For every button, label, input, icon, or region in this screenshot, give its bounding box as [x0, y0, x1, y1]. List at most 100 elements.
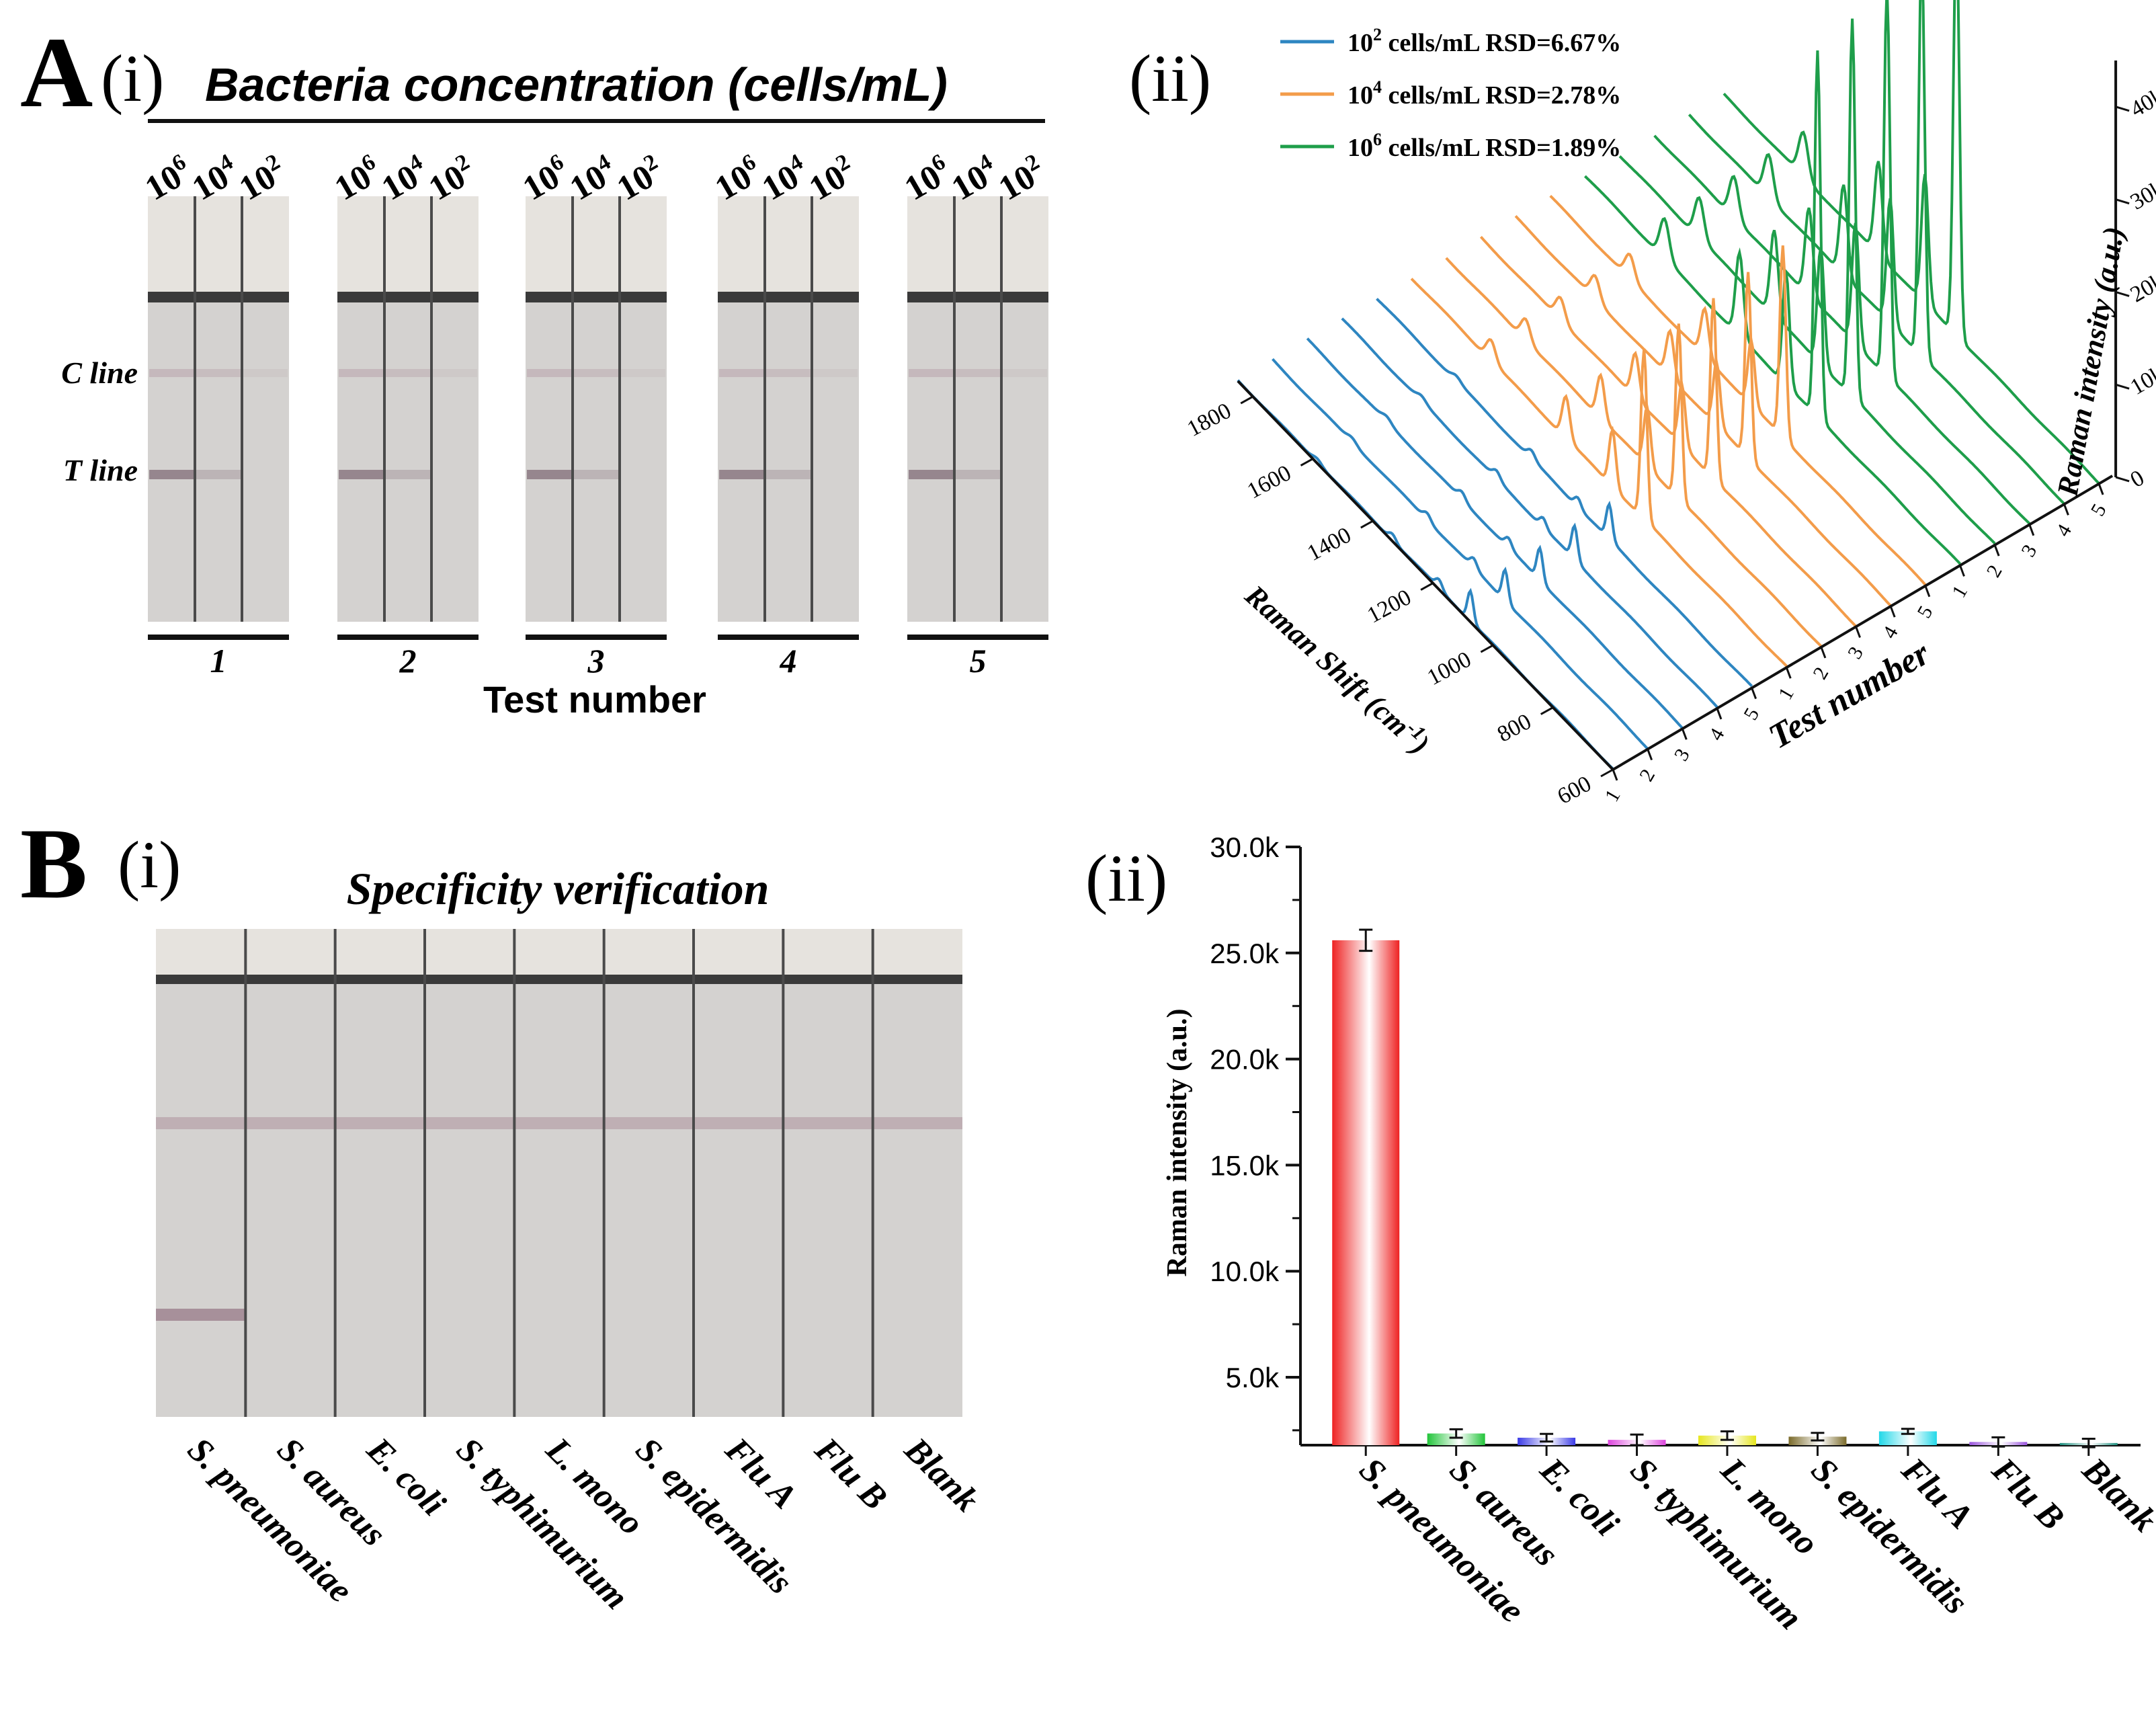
- c-band: [719, 369, 763, 377]
- t-band: [149, 470, 194, 479]
- x-tick-label: Blank: [2075, 1450, 2156, 1539]
- c-line-label: C line: [61, 356, 138, 390]
- shift-tick-label: 1000: [1423, 647, 1475, 690]
- legend-label: 106 cells/mL RSD=1.89%: [1348, 130, 1621, 162]
- panel-a-i-sublabel: (i): [101, 41, 164, 116]
- shift-tick: [1600, 768, 1614, 778]
- pad-edge: [907, 292, 1048, 302]
- pad-edge: [337, 292, 479, 302]
- spectrum-test-8: [1479, 235, 1858, 628]
- spectrum-test-12: [1618, 18, 1996, 544]
- c-band: [527, 369, 571, 377]
- intensity-tick-label: 30k: [2126, 176, 2156, 215]
- test-tick-label: 1: [1948, 581, 1972, 601]
- intensity-tick: [2115, 198, 2130, 205]
- legend: 102 cells/mL RSD=6.67% 104 cells/mL RSD=2…: [1280, 25, 1621, 162]
- panel-b-i: B (i) Specificity verification S. pneumo…: [20, 808, 986, 1617]
- concentration-exponent: 6: [927, 149, 950, 177]
- x-tick-label: Flu A: [1894, 1450, 1981, 1537]
- test-tick-label: 3: [1670, 745, 1694, 764]
- test-strip-1: [148, 196, 289, 640]
- legend-text: cells/mL RSD=6.67%: [1382, 29, 1621, 57]
- shift-tick-label: 1800: [1184, 399, 1235, 442]
- test-axis: [1612, 475, 2114, 771]
- shift-tick-label: 1600: [1243, 460, 1295, 504]
- c-band: [245, 1117, 335, 1129]
- c-band: [433, 369, 477, 377]
- pad-edge: [718, 292, 859, 302]
- c-band: [149, 369, 194, 377]
- test-strip-5: [907, 196, 1048, 640]
- legend-exponent: 4: [1373, 77, 1382, 97]
- panel-b-letter: B: [20, 808, 87, 920]
- shift-tick: [1240, 395, 1253, 405]
- legend-text: cells/mL RSD=2.78%: [1382, 81, 1621, 110]
- concentration-exponent: 2: [640, 149, 662, 177]
- concentration-exponent: 6: [358, 149, 380, 177]
- legend-label: 102 cells/mL RSD=6.67%: [1348, 25, 1621, 57]
- intensity-tick: [2115, 476, 2130, 483]
- shift-tick: [1300, 458, 1314, 466]
- c-band: [909, 369, 953, 377]
- test-tick: [2063, 503, 2069, 516]
- c-band: [621, 369, 665, 377]
- test-tick-label: 5: [2087, 500, 2111, 520]
- sample-label: S. epidermidis: [628, 1430, 800, 1602]
- panel-b-ii-sublabel: (ii): [1085, 841, 1167, 915]
- test-tick: [1993, 544, 2000, 557]
- c-band: [604, 1117, 694, 1129]
- test-number-label: 4: [780, 642, 797, 680]
- test-number-label: 1: [210, 642, 227, 680]
- c-band: [425, 1117, 515, 1129]
- t-band: [719, 470, 763, 479]
- concentration-exponent: 4: [785, 149, 807, 177]
- spectrum-test-14: [1688, 0, 2065, 505]
- strip-group-a: [148, 196, 1048, 640]
- c-band: [956, 369, 1000, 377]
- test-tick: [2098, 483, 2104, 495]
- c-band: [243, 369, 288, 377]
- c-band: [156, 1117, 246, 1129]
- concentration-exponent: 2: [262, 149, 284, 177]
- sample-pad: [148, 196, 289, 301]
- spectrum-test-7: [1445, 257, 1823, 647]
- spectrum-test-11: [1583, 50, 1961, 565]
- test-tick: [1647, 749, 1653, 761]
- legend-exponent: 6: [1373, 130, 1382, 149]
- panel-a-i-xlabel: Test number: [483, 678, 706, 721]
- spectrum-test-2: [1272, 358, 1649, 750]
- shift-tick-label: 800: [1493, 709, 1535, 747]
- pad-edge: [148, 292, 289, 302]
- spectrum-test-9: [1514, 215, 1892, 607]
- y-tick-label: 15.0k: [1210, 1149, 1280, 1181]
- test-tick: [1924, 585, 1931, 598]
- t-line-label: T line: [63, 453, 138, 487]
- shift-tick: [1420, 582, 1434, 591]
- intensity-tick: [2115, 290, 2130, 297]
- test-tick-label: 2: [1983, 561, 2007, 581]
- pad-edge: [526, 292, 667, 302]
- strip-membrane: [156, 929, 962, 1417]
- c-band: [1003, 369, 1047, 377]
- legend-exponent: 2: [1373, 25, 1382, 44]
- strip-group-b: [156, 929, 962, 1417]
- c-band: [783, 1117, 873, 1129]
- spectrum-lines: [1237, 0, 2100, 770]
- y-axis-label: Raman intensity (a.u.): [1162, 1008, 1193, 1276]
- t-band: [339, 470, 383, 479]
- concentration-exponent: 4: [215, 149, 237, 177]
- shift-axis: [1237, 380, 1614, 771]
- spectrum-test-15: [1723, 0, 2100, 485]
- c-band: [339, 369, 383, 377]
- test-tick: [1751, 688, 1757, 700]
- y-tick-label: 30.0k: [1210, 831, 1280, 863]
- c-band: [335, 1117, 425, 1129]
- c-band: [196, 369, 241, 377]
- intensity-tick-label: 10k: [2126, 362, 2156, 401]
- test-tick: [2028, 524, 2035, 536]
- t-band: [386, 470, 430, 479]
- shift-tick: [1540, 706, 1554, 715]
- bar: [1878, 1431, 1937, 1445]
- sample-pad: [907, 196, 1048, 301]
